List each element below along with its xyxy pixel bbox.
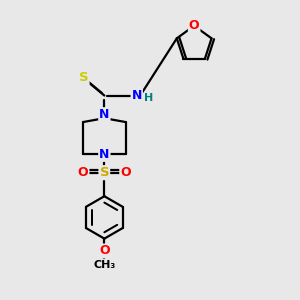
Text: S: S [100, 166, 109, 179]
Text: O: O [99, 244, 110, 257]
Text: O: O [120, 166, 131, 179]
Text: H: H [145, 94, 154, 103]
Text: S: S [79, 71, 88, 84]
Text: CH₃: CH₃ [93, 260, 116, 270]
Text: N: N [99, 108, 110, 121]
Text: N: N [132, 89, 142, 102]
Text: O: O [189, 19, 200, 32]
Text: O: O [78, 166, 88, 179]
Text: N: N [99, 148, 110, 161]
